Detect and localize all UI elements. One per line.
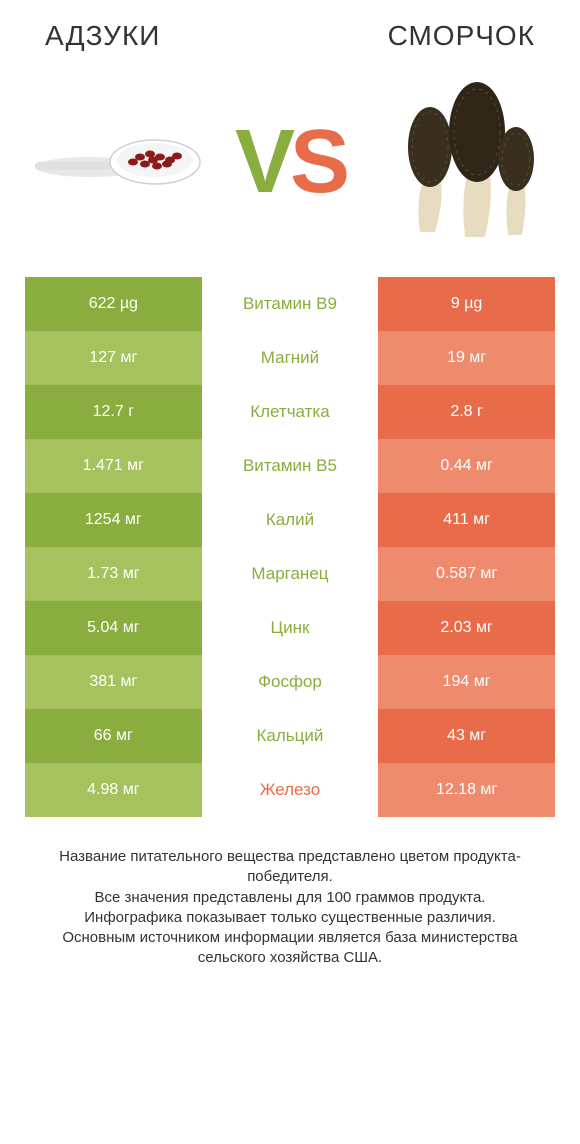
- cell-left-value: 66 мг: [25, 709, 202, 763]
- footer-line: Основным источником информации является …: [35, 928, 545, 969]
- table-row: 127 мгМагний19 мг: [25, 331, 555, 385]
- table-row: 12.7 гКлетчатка2.8 г: [25, 385, 555, 439]
- infographic-container: АДЗУКИ СМОРЧОК: [0, 0, 580, 989]
- cell-right-value: 2.8 г: [378, 385, 555, 439]
- cell-left-value: 4.98 мг: [25, 763, 202, 817]
- cell-right-value: 0.44 мг: [378, 439, 555, 493]
- cell-right-value: 194 мг: [378, 655, 555, 709]
- cell-left-value: 1.73 мг: [25, 547, 202, 601]
- morel-image: [375, 77, 545, 247]
- footer-line: Инфографика показывает только существенн…: [35, 908, 545, 928]
- cell-nutrient-name: Фосфор: [202, 655, 379, 709]
- comparison-table: 622 µgВитамин B99 µg127 мгМагний19 мг12.…: [25, 277, 555, 817]
- vs-s: S: [290, 112, 345, 212]
- cell-nutrient-name: Калий: [202, 493, 379, 547]
- cell-right-value: 9 µg: [378, 277, 555, 331]
- vs-label: VS: [235, 111, 345, 214]
- table-row: 1254 мгКалий411 мг: [25, 493, 555, 547]
- cell-right-value: 19 мг: [378, 331, 555, 385]
- cell-left-value: 5.04 мг: [25, 601, 202, 655]
- cell-left-value: 127 мг: [25, 331, 202, 385]
- cell-nutrient-name: Магний: [202, 331, 379, 385]
- cell-nutrient-name: Марганец: [202, 547, 379, 601]
- table-row: 1.471 мгВитамин B50.44 мг: [25, 439, 555, 493]
- cell-right-value: 411 мг: [378, 493, 555, 547]
- footer-note: Название питательного вещества представл…: [25, 847, 555, 969]
- header-right: СМОРЧОК: [388, 20, 535, 52]
- cell-nutrient-name: Клетчатка: [202, 385, 379, 439]
- cell-nutrient-name: Кальций: [202, 709, 379, 763]
- cell-nutrient-name: Витамин B5: [202, 439, 379, 493]
- cell-left-value: 12.7 г: [25, 385, 202, 439]
- cell-nutrient-name: Витамин B9: [202, 277, 379, 331]
- footer-line: Название питательного вещества представл…: [35, 847, 545, 888]
- table-row: 5.04 мгЦинк2.03 мг: [25, 601, 555, 655]
- cell-left-value: 1254 мг: [25, 493, 202, 547]
- header-left: АДЗУКИ: [45, 20, 160, 52]
- adzuki-image: [35, 77, 205, 247]
- table-row: 381 мгФосфор194 мг: [25, 655, 555, 709]
- cell-left-value: 622 µg: [25, 277, 202, 331]
- table-row: 4.98 мгЖелезо12.18 мг: [25, 763, 555, 817]
- cell-right-value: 43 мг: [378, 709, 555, 763]
- cell-left-value: 1.471 мг: [25, 439, 202, 493]
- images-row: VS: [25, 62, 555, 262]
- cell-right-value: 0.587 мг: [378, 547, 555, 601]
- footer-line: Все значения представлены для 100 граммо…: [35, 888, 545, 908]
- cell-right-value: 2.03 мг: [378, 601, 555, 655]
- header-row: АДЗУКИ СМОРЧОК: [25, 20, 555, 52]
- table-row: 622 µgВитамин B99 µg: [25, 277, 555, 331]
- cell-nutrient-name: Цинк: [202, 601, 379, 655]
- cell-right-value: 12.18 мг: [378, 763, 555, 817]
- cell-nutrient-name: Железо: [202, 763, 379, 817]
- cell-left-value: 381 мг: [25, 655, 202, 709]
- table-row: 66 мгКальций43 мг: [25, 709, 555, 763]
- table-row: 1.73 мгМарганец0.587 мг: [25, 547, 555, 601]
- vs-v: V: [235, 112, 290, 212]
